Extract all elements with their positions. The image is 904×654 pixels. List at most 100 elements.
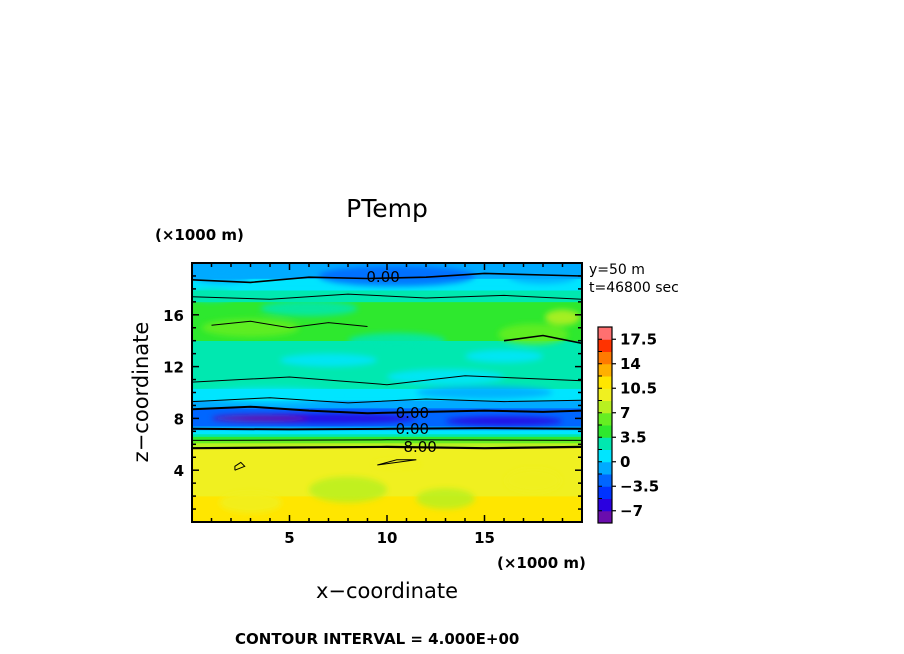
heat-cell — [192, 480, 582, 483]
x-axis: 5 10 15 — [210, 263, 564, 547]
heat-cell — [192, 359, 582, 362]
heat-cell — [192, 393, 582, 396]
heat-cell — [192, 396, 582, 398]
heat-cell — [192, 499, 582, 502]
heat-blob — [505, 468, 561, 493]
heat-cell — [192, 473, 582, 476]
heat-cell — [192, 361, 582, 364]
heat-blob — [465, 349, 543, 363]
heat-cell — [192, 503, 582, 506]
contour-4-top — [192, 293, 582, 300]
heat-cell — [192, 310, 582, 313]
colorbar: −7 −3.5 0 3.5 7 10.5 14 17.5 — [597, 326, 659, 524]
heat-cell — [192, 454, 582, 457]
heat-blob — [416, 488, 475, 510]
heat-cell — [192, 467, 582, 470]
heat-cell — [192, 368, 582, 371]
heat-cell — [192, 494, 582, 497]
heat-cell — [192, 455, 582, 458]
y-tick-label: 4 — [174, 462, 184, 480]
heat-cell — [192, 482, 582, 485]
heat-cell — [192, 315, 582, 318]
heat-cell — [192, 449, 582, 452]
heat-cell — [192, 331, 582, 334]
colorbar-swatch — [598, 437, 612, 450]
heat-cell — [192, 405, 582, 408]
heat-cell — [192, 374, 582, 376]
heat-cell — [192, 291, 582, 294]
plot-area — [192, 263, 582, 522]
heat-cell — [192, 363, 582, 366]
heat-cell — [192, 322, 582, 325]
heat-blob — [318, 265, 475, 287]
heat-cell — [192, 468, 582, 471]
colorbar-tick-label: −7 — [620, 502, 643, 520]
heat-cell — [192, 288, 582, 291]
chart-title: PTemp — [346, 194, 428, 223]
heat-cell — [192, 314, 582, 317]
heat-cell — [192, 327, 582, 330]
heat-cell — [192, 304, 582, 307]
heat-blob — [309, 476, 387, 503]
heat-cell — [192, 407, 582, 410]
heat-cell — [192, 410, 582, 413]
heat-cell — [192, 433, 582, 436]
heat-blob — [219, 492, 282, 513]
contour-interval-text: CONTOUR INTERVAL = 4.000E+00 — [235, 630, 519, 648]
contour-8 — [192, 445, 582, 450]
heat-cell — [192, 502, 582, 505]
x-tick-label: 15 — [474, 529, 495, 547]
heat-cell — [192, 362, 582, 365]
heat-cell — [192, 484, 582, 487]
heat-cell — [192, 508, 582, 511]
heat-cell — [192, 380, 582, 383]
contour-4-right — [503, 334, 582, 345]
heat-cell — [192, 367, 582, 370]
heat-cell — [192, 309, 582, 312]
heat-cell — [192, 297, 582, 300]
colorbar-swatch — [598, 400, 612, 414]
contour-4-mid — [192, 375, 582, 386]
heat-cell — [192, 390, 582, 393]
heat-blob — [507, 268, 579, 284]
contour-label: 8.00 — [403, 438, 436, 456]
heat-cell — [192, 436, 582, 439]
heat-cell — [192, 323, 582, 326]
heat-cell — [192, 493, 582, 496]
info-y: y=50 m — [589, 262, 645, 278]
heat-cell — [192, 424, 582, 427]
heat-cell — [192, 497, 582, 499]
heat-cell — [192, 293, 582, 296]
heat-cell — [192, 326, 582, 329]
colorbar-swatch — [598, 474, 612, 487]
heat-cell — [192, 488, 582, 490]
heat-cell — [192, 388, 582, 391]
heat-blob — [260, 300, 358, 317]
x-unit-label: (×1000 m) — [497, 554, 586, 572]
heat-cell — [192, 308, 582, 310]
heat-cell — [192, 366, 582, 369]
heat-cell — [192, 318, 582, 321]
heat-cell — [192, 375, 582, 378]
y-tick-label: 8 — [174, 410, 184, 428]
heat-cell — [192, 348, 582, 351]
y-unit-label: (×1000 m) — [155, 226, 244, 244]
heat-cell — [192, 513, 582, 516]
heat-cell — [192, 490, 582, 493]
x-axis-label: x−coordinate — [316, 579, 458, 603]
contour-lines — [192, 272, 582, 471]
contour-4 — [192, 439, 582, 441]
heat-cell — [192, 381, 582, 384]
y-tick-label: 12 — [163, 359, 184, 377]
colorbar-swatch — [598, 461, 612, 475]
heat-cell — [192, 296, 582, 299]
colorbar-tick-label: 7 — [620, 404, 630, 422]
contour-label: 0.00 — [366, 268, 399, 286]
heat-cell — [192, 406, 582, 409]
colorbar-swatch — [598, 339, 612, 352]
heat-cell — [192, 510, 582, 512]
heatmap-texture — [192, 265, 581, 513]
heat-cell — [192, 485, 582, 488]
heat-cell — [192, 432, 582, 435]
heat-cell — [192, 353, 582, 356]
